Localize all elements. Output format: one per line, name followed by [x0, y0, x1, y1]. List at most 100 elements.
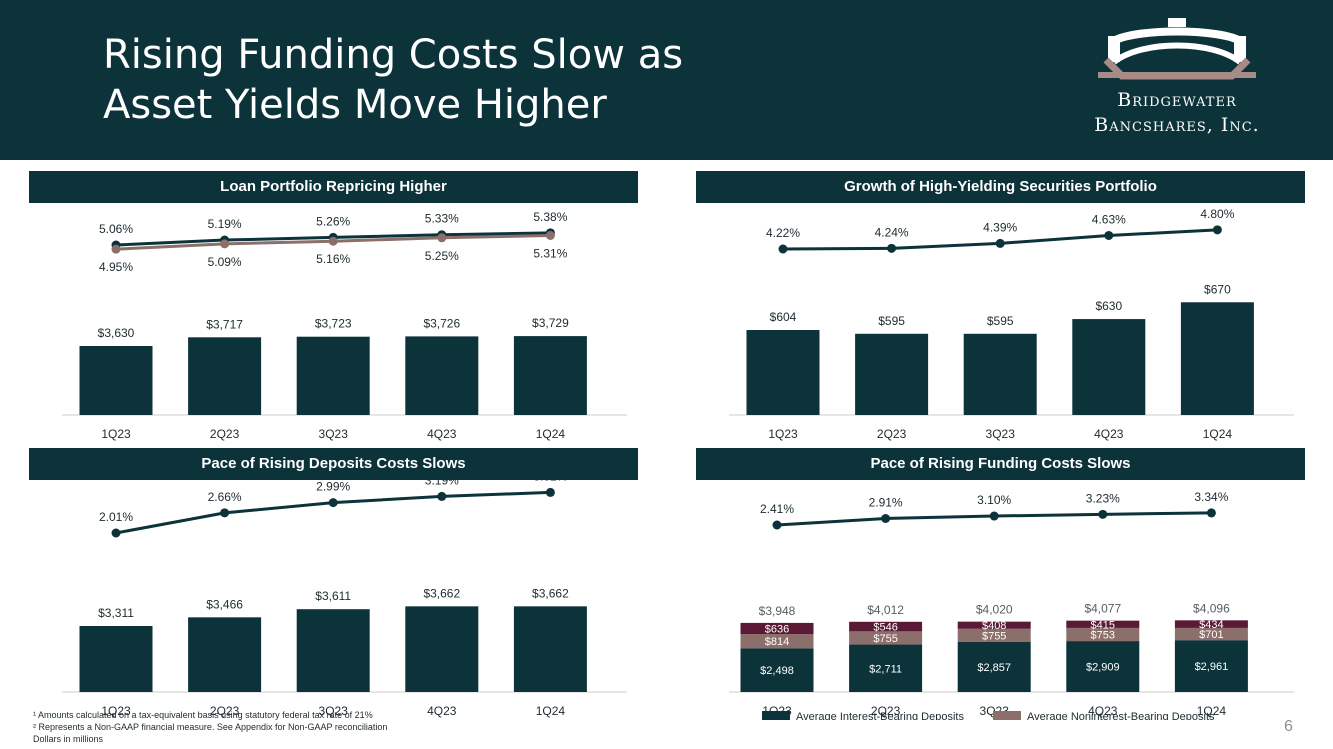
bar	[513, 606, 587, 692]
bar-value-label: $630	[1095, 299, 1122, 313]
x-tick-label: 4Q23	[1088, 704, 1118, 718]
x-tick-label: 1Q23	[101, 427, 131, 441]
x-tick-label: 2Q23	[210, 427, 240, 441]
bar-value-label: $595	[878, 314, 905, 328]
segment-value-label: $2,909	[1086, 662, 1120, 674]
bar	[405, 606, 479, 692]
x-tick-label: 2Q23	[210, 704, 240, 718]
x-tick-label: 2Q23	[877, 427, 907, 441]
line-value-label: 5.31%	[533, 247, 567, 261]
x-tick-label: 1Q23	[101, 704, 131, 718]
page-number: 6	[1284, 718, 1293, 735]
footnote-1: ¹ Amounts calculated on a tax-equivalent…	[33, 710, 373, 720]
x-tick-label: 4Q23	[427, 704, 457, 718]
series-point	[111, 244, 121, 254]
total-value-label: $4,012	[867, 603, 904, 617]
line-value-label: 5.09%	[208, 255, 242, 269]
loan-portfolio-chart: $3,630 1Q23 $3,717 2Q23 $3,723 3Q23 $3,726 4Q23…	[62, 210, 627, 441]
line-value-label: 5.38%	[533, 210, 567, 224]
segment-value-label: $755	[873, 633, 897, 645]
segment-value-label: $2,498	[760, 665, 794, 677]
page-title-line1: Rising Funding Costs Slow as	[103, 32, 684, 78]
header-banner: Rising Funding Costs Slow as Asset Yield…	[0, 0, 1333, 160]
line-value-label: 2.66%	[208, 490, 242, 504]
line-value-label: 2.99%	[316, 480, 350, 494]
x-tick-label: 4Q23	[1094, 427, 1124, 441]
legend-label: Average Interest-Bearing Deposits	[796, 711, 964, 720]
stacked-bar-segment	[849, 644, 923, 692]
line-value-label: 5.19%	[208, 217, 242, 231]
series-point	[328, 498, 338, 508]
bar	[296, 336, 370, 415]
segment-value-label: $2,961	[1195, 661, 1229, 673]
bar	[79, 626, 153, 692]
legend-label: Average Noninterest-Bearing Deposits	[1027, 711, 1215, 720]
stacked-bar-segment	[849, 631, 923, 645]
line-value-label: 5.16%	[316, 252, 350, 266]
line-value-label: 3.34%	[1194, 490, 1228, 504]
x-tick-label: 2Q23	[871, 704, 901, 718]
x-tick-label: 4Q23	[427, 427, 457, 441]
x-tick-label: 1Q23	[768, 427, 798, 441]
stacked-bar-segment	[1066, 641, 1140, 692]
bar	[855, 333, 929, 415]
x-tick-label: 3Q23	[319, 427, 349, 441]
segment-value-label: $434	[1199, 619, 1223, 631]
bar	[296, 609, 370, 692]
series-point	[437, 233, 447, 243]
bar-value-label: $3,611	[315, 589, 351, 603]
segment-value-label: $546	[873, 622, 897, 634]
bar-value-label: $3,630	[98, 326, 135, 340]
bar	[79, 346, 153, 415]
bar-value-label: $3,662	[423, 586, 460, 600]
legend-bar-swatch	[993, 711, 1021, 720]
series-point	[1206, 508, 1216, 518]
deposit-costs-chart: $3,311 1Q23 $3,466 2Q23 $3,611 3Q23 $3,662 4Q23…	[62, 480, 627, 718]
footnote-2: ² Represents a Non-GAAP financial measur…	[33, 722, 388, 732]
total-value-label: $4,096	[1193, 601, 1230, 615]
line-value-label: 4.39%	[983, 220, 1017, 234]
logo-line2: Bancshares, Inc.	[1094, 114, 1260, 136]
bar-value-label: $3,311	[98, 606, 134, 620]
series-point	[437, 491, 447, 501]
series-point	[328, 236, 338, 246]
line-value-label: 2.41%	[760, 502, 794, 516]
logo-text: Bridgewater Bancshares, Inc.	[1062, 88, 1292, 138]
panel-title: Pace of Rising Deposits Costs Slows	[29, 448, 638, 480]
x-tick-label: 3Q23	[319, 704, 349, 718]
line-value-label: 3.23%	[1086, 491, 1120, 505]
bridgewater-logo-icon	[1098, 18, 1256, 80]
segment-value-label: $2,857	[977, 662, 1011, 674]
line-value-label: 5.06%	[99, 222, 133, 236]
series-point	[989, 511, 999, 521]
line-value-label: 5.26%	[316, 214, 350, 228]
securities-portfolio-chart: $604 1Q23 $595 2Q23 $595 3Q23 $630 4Q23 $670 1Q24…	[729, 207, 1294, 441]
bar-value-label: $3,662	[532, 586, 569, 600]
bar	[513, 336, 587, 415]
legend-bar-swatch	[762, 711, 790, 720]
bar-value-label: $670	[1204, 282, 1231, 296]
series-point	[1212, 225, 1222, 235]
panel-title: Loan Portfolio Repricing Higher	[29, 171, 638, 203]
stacked-bar-segment	[740, 622, 814, 635]
stacked-bar-segment	[740, 634, 814, 649]
bar-value-label: $3,726	[423, 316, 460, 330]
stacked-bar-segment	[1066, 627, 1140, 642]
logo-line1: Bridgewater	[1117, 89, 1237, 111]
line-value-label: 5.33%	[425, 212, 459, 226]
line-value-label: 5.25%	[425, 249, 459, 263]
bar-value-label: $3,466	[206, 597, 243, 611]
line-value-label: 3.19%	[425, 480, 459, 487]
series-point	[1104, 230, 1114, 240]
line-value-label: 4.24%	[875, 225, 909, 239]
line-value-label: 3.10%	[977, 493, 1011, 507]
total-value-label: $3,948	[759, 604, 796, 618]
bar-value-label: $604	[770, 310, 797, 324]
total-value-label: $4,020	[976, 603, 1013, 617]
stacked-bar-segment	[849, 621, 923, 632]
segment-value-label: $636	[765, 623, 789, 635]
series-point	[1098, 509, 1108, 519]
segment-value-label: $701	[1199, 629, 1223, 641]
segment-value-label: $408	[982, 620, 1006, 632]
series-point	[220, 508, 230, 518]
